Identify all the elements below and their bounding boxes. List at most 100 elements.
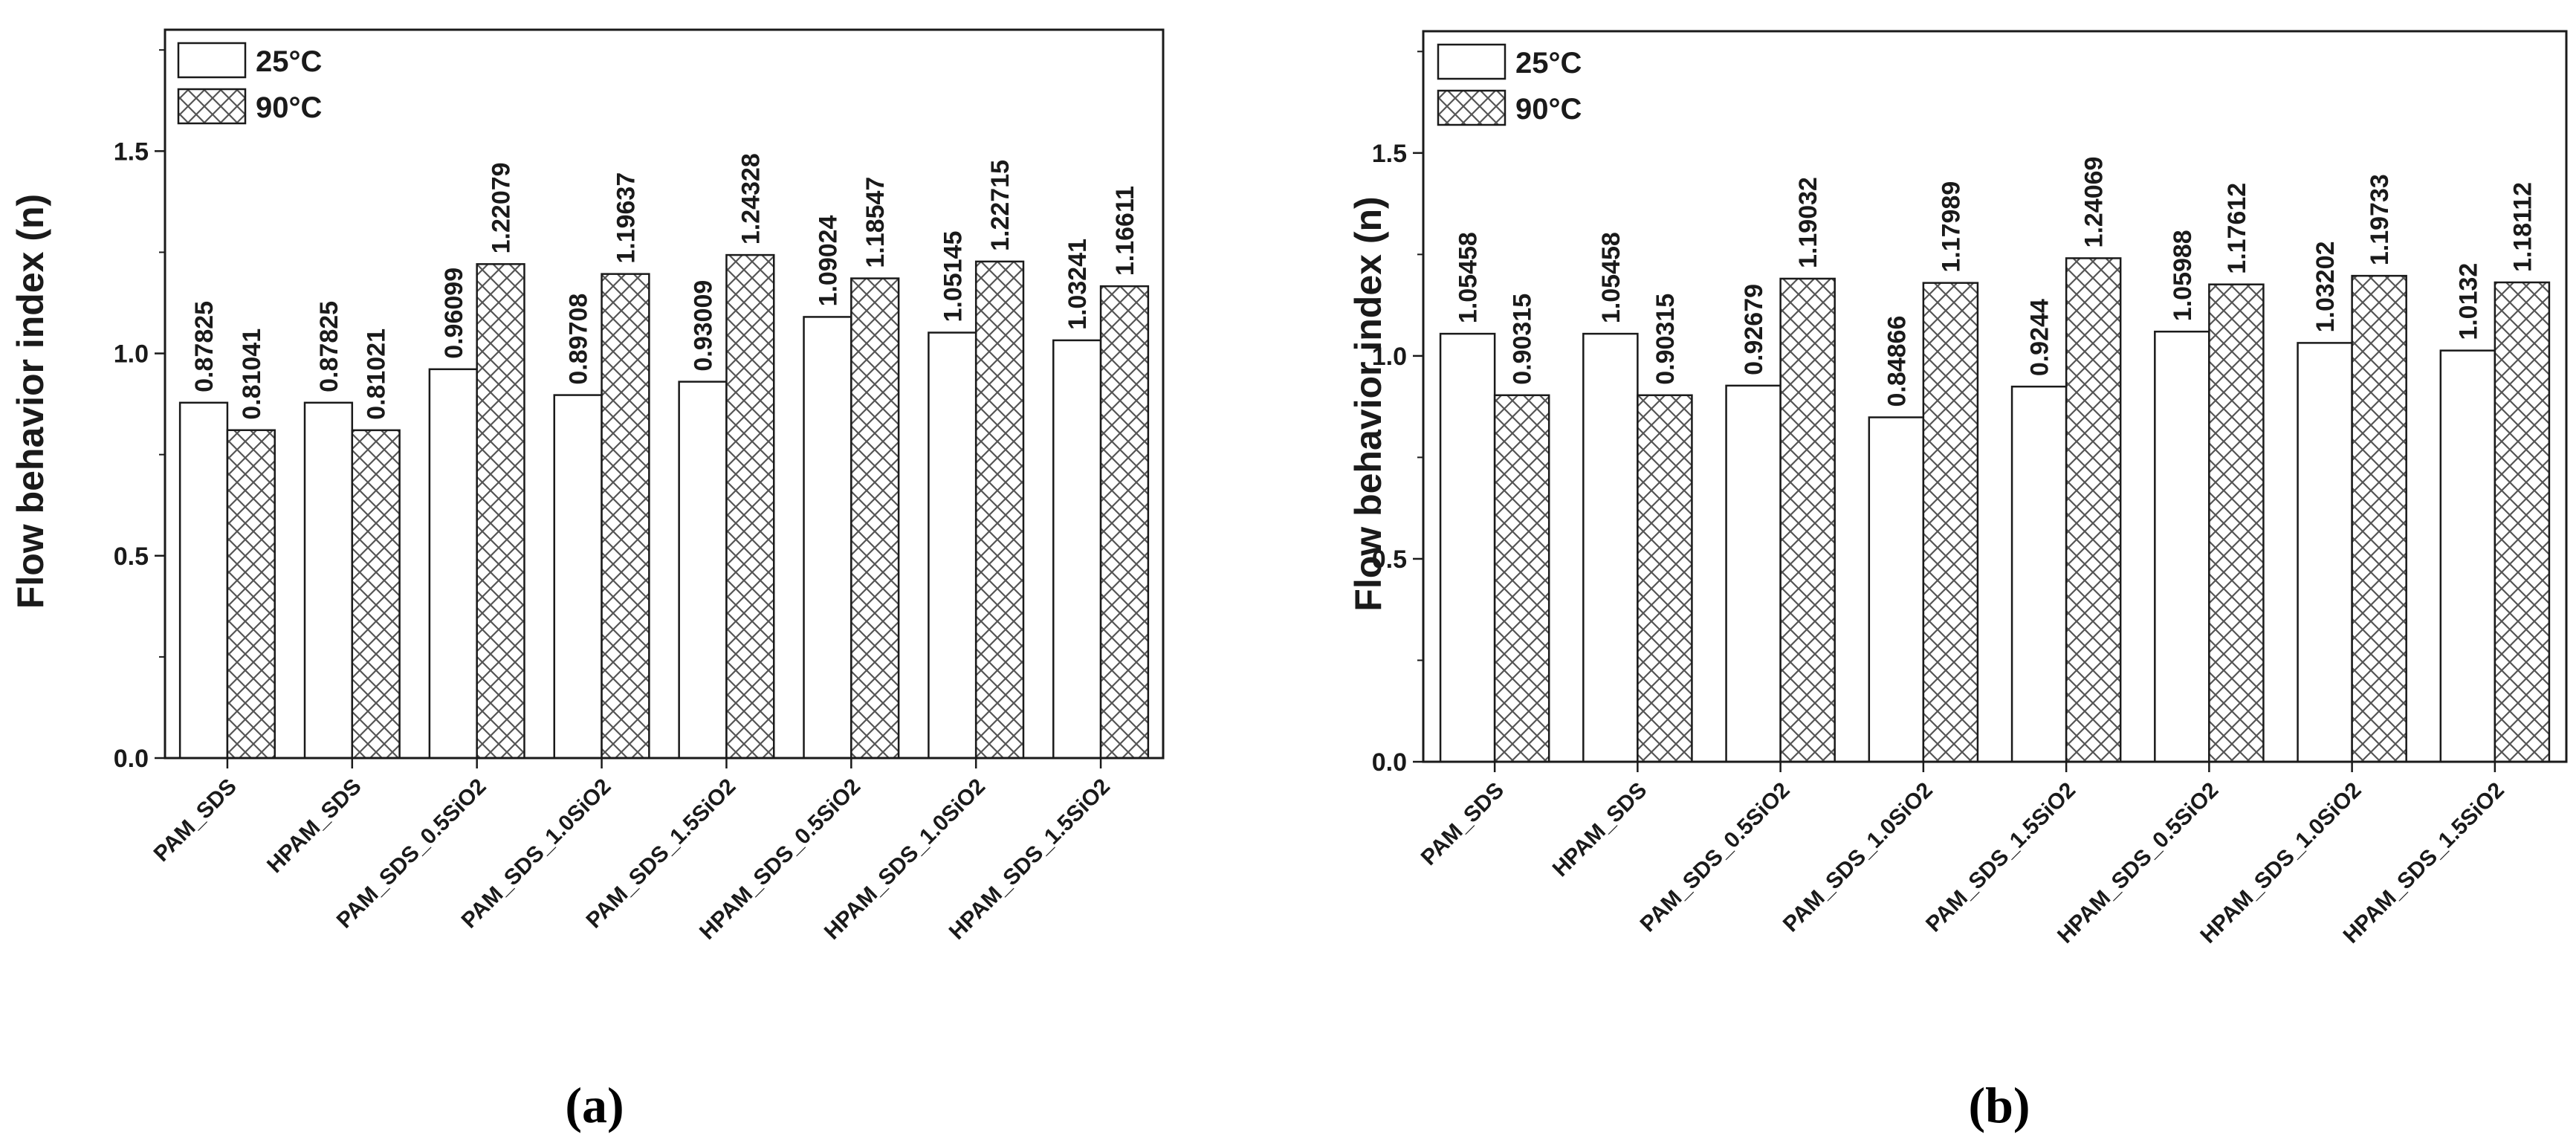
y-axis-label: Flow behavior index (n) [10,194,51,609]
bar-25c-7 [2439,349,2496,763]
bar-value-label: 0.81041 [238,328,266,420]
y-axis-label: Flow behavior index (n) [1347,196,1389,611]
y-tick-label: 0.0 [1372,748,1407,777]
bar-90c-4 [725,253,775,760]
bar-90c-1 [351,429,401,760]
bar-90c-7 [2494,281,2551,763]
x-tick-label: HPAM_SDS_1.0SiO2 [2195,778,2366,948]
bar-value-label: 1.24069 [2080,157,2109,248]
bar-25c-5 [803,316,852,760]
bar-value-label: 0.96099 [440,268,468,359]
bar-value-label: 1.19032 [1794,177,1822,268]
bar-value-label: 0.89708 [565,294,593,385]
bar-25c-2 [428,368,478,760]
y-tick-label: 0.0 [114,745,149,773]
bar-25c-1 [303,401,354,760]
legend-label: 90°C [256,91,322,124]
chart-panel-b: 1.05458 0.90315 PAM_SDS 1.05458 0.90315 HPAM_… [1347,30,2568,1133]
bar-90c-5 [850,277,900,760]
bar-value-label: 0.84866 [1883,316,1911,407]
panel-label: (a) [565,1077,624,1133]
bar-25c-6 [2297,342,2353,763]
bar-value-label: 0.81021 [363,328,391,420]
bar-value-label: 1.24328 [737,153,765,245]
bar-25c-0 [178,401,229,760]
panel-label: (b) [1968,1077,2030,1133]
bar-value-label: 1.05988 [2169,230,2197,321]
legend-label: 90°C [1515,93,1582,126]
bar-25c-2 [1725,384,1781,763]
bar-25c-3 [553,394,603,760]
bar-90c-3 [1922,282,1979,763]
x-tick-label: PAM_SDS [1417,778,1509,870]
bar-value-label: 1.05145 [939,231,967,323]
chart-panel-a: 0.87825 0.81041 PAM_SDS 0.87825 0.81021 HPAM_… [10,28,1165,1133]
bar-value-label: 1.05458 [1454,232,1483,323]
y-tick-label: 1.5 [1372,140,1407,168]
legend-swatch-90c [1437,89,1507,126]
bar-value-label: 0.87825 [315,301,343,392]
bar-25c-7 [1052,339,1102,760]
legend-swatch-90c [177,88,247,125]
legend: 25°C 90°C [1437,43,1582,126]
bar-value-label: 1.19733 [2366,174,2394,265]
bar-90c-6 [2351,274,2407,763]
bar-value-label: 0.92679 [1740,284,1768,375]
bar-value-label: 1.19637 [612,172,640,264]
bar-value-label: 1.18547 [861,177,890,268]
legend-swatch-25c [177,42,247,79]
bar-90c-6 [974,260,1025,760]
legend: 25°C 90°C [177,42,322,125]
x-tick-label: PAM_SDS_1.0SiO2 [1779,778,1938,937]
bar-90c-2 [476,263,525,760]
legend-label: 25°C [256,45,322,78]
bar-25c-6 [928,331,977,760]
bar-25c-0 [1439,332,1496,763]
bar-value-label: 1.17612 [2223,183,2251,274]
y-tick-label: 1.0 [1372,343,1407,371]
bar-value-label: 1.22715 [986,160,1014,251]
x-tick-label: PAM_SDS_0.5SiO2 [1636,778,1795,937]
bar-value-label: 1.22079 [488,162,516,253]
y-tick-label: 1.0 [114,340,149,369]
bar-value-label: 1.03202 [2311,241,2340,332]
plot-frame [1422,30,2568,763]
bar-90c-3 [601,273,650,760]
bar-value-label: 1.18112 [2508,182,2537,272]
bar-value-label: 0.87825 [190,301,219,392]
bar-25c-4 [678,381,728,760]
bar-90c-1 [1637,394,1693,763]
bar-value-label: 0.9244 [2026,299,2054,376]
bar-value-label: 1.09024 [814,215,842,306]
bar-value-label: 0.90315 [1651,294,1680,385]
y-tick-label: 1.5 [114,137,149,166]
legend-swatch-25c [1437,43,1507,80]
bar-value-label: 0.90315 [1509,294,1537,385]
bar-25c-3 [1868,416,1925,763]
plot-frame [164,28,1165,760]
bar-25c-1 [1582,332,1639,763]
bar-value-label: 1.0132 [2454,263,2482,340]
bar-value-label: 1.03241 [1064,239,1092,330]
bar-90c-4 [2065,257,2122,763]
x-tick-label: HPAM_SDS_0.5SiO2 [2053,778,2223,948]
x-tick-label: PAM_SDS [149,774,242,867]
legend-label: 25°C [1515,47,1582,80]
bar-90c-7 [1099,285,1150,760]
y-tick-label: 0.5 [1372,546,1407,574]
bar-25c-5 [2154,330,2210,763]
bar-25c-4 [2010,385,2068,763]
bar-90c-0 [1493,394,1550,763]
x-tick-label: HPAM_SDS [1548,778,1652,882]
bar-value-label: 1.05458 [1597,232,1625,323]
x-tick-label: HPAM_SDS_1.5SiO2 [2339,778,2509,948]
bar-value-label: 1.16611 [1111,186,1139,276]
bar-value-label: 0.93009 [690,280,718,372]
x-tick-label: PAM_SDS_1.5SiO2 [1921,778,2080,937]
bar-90c-2 [1779,277,1836,763]
x-tick-label: HPAM_SDS [262,774,366,878]
bar-90c-5 [2208,283,2265,763]
bar-90c-0 [226,429,276,760]
bar-value-label: 1.17989 [1937,181,1965,273]
